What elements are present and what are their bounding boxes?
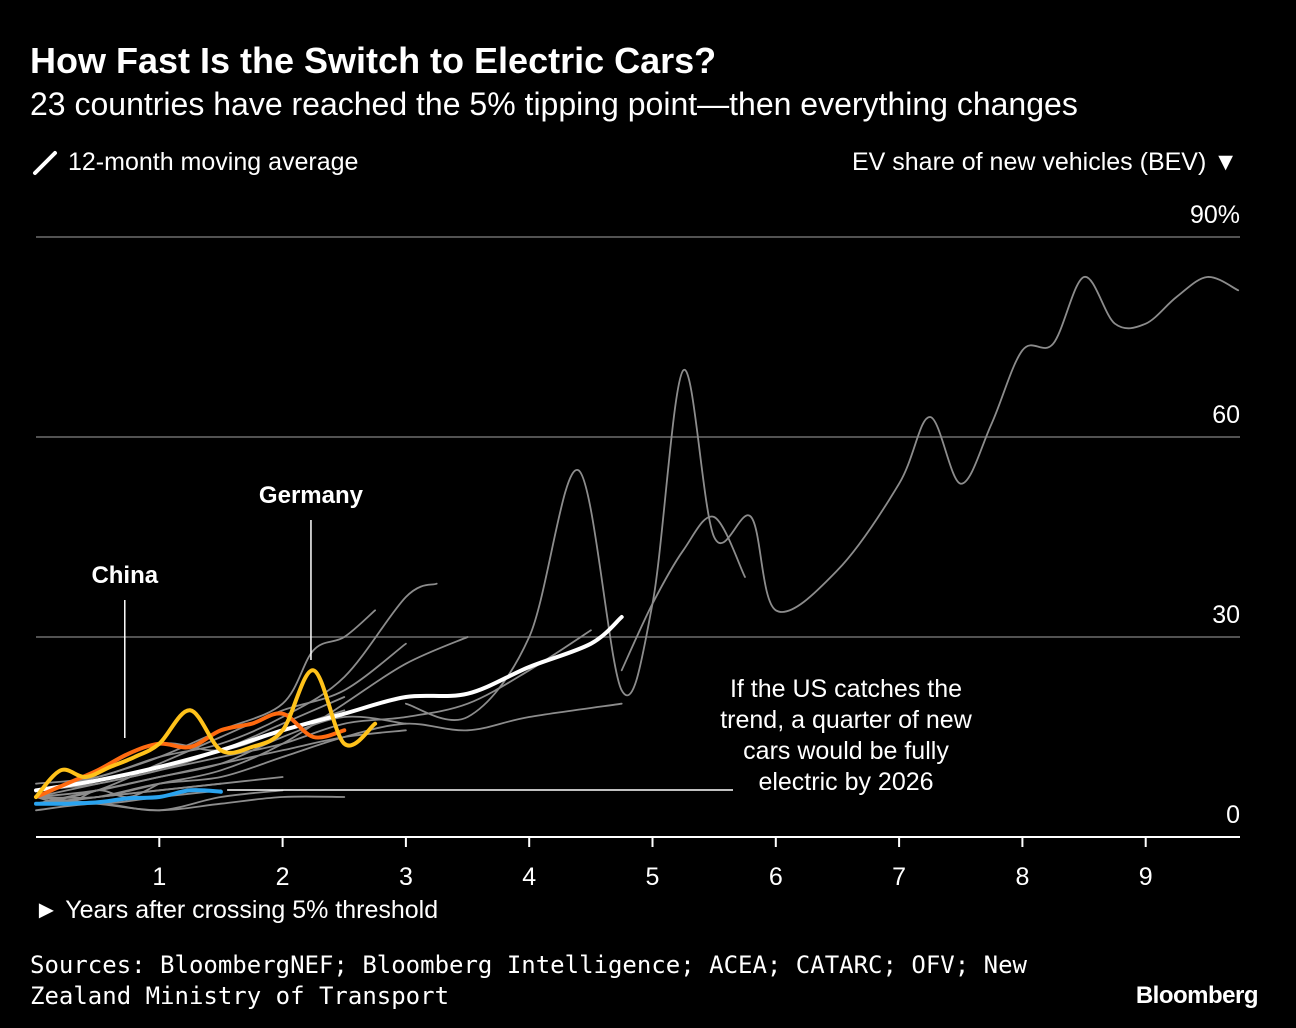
us-note-line: If the US catches the	[730, 675, 962, 703]
x-axis: 1 2 3 4 5 6 7 8 9	[36, 836, 1240, 891]
chart-subtitle: 23 countries have reached the 5% tipping…	[30, 86, 1078, 122]
x-tick-label: 9	[1139, 863, 1153, 891]
chart-title: How Fast Is the Switch to Electric Cars?	[30, 40, 717, 81]
moving-average-legend: 12-month moving average	[32, 148, 358, 177]
x-tick-label: 7	[892, 863, 906, 891]
germany-line	[34, 668, 378, 799]
x-tick-label: 5	[646, 863, 660, 891]
y-tick-label: 60	[1212, 401, 1240, 429]
x-tick-label: 6	[769, 863, 783, 891]
x-tick-label: 2	[276, 863, 290, 891]
country-line	[35, 702, 623, 805]
germany-label: Germany	[259, 482, 364, 509]
highlight-lines	[34, 615, 624, 806]
bloomberg-logo: Bloomberg	[1135, 982, 1259, 1009]
average-line	[34, 615, 624, 793]
country-line	[35, 729, 407, 798]
us-line	[34, 788, 223, 806]
us-note-line: cars would be fully	[743, 737, 949, 765]
y-tick-label: 0	[1226, 801, 1240, 829]
country-line	[405, 276, 1240, 721]
x-tick-label: 3	[399, 863, 413, 891]
china-label: China	[91, 562, 158, 589]
sources-note: Sources: BloombergNEF; Bloomberg Intelli…	[30, 951, 1027, 1010]
x-axis-label: ► Years after crossing 5% threshold	[34, 896, 439, 924]
y-tick-label: 30	[1212, 601, 1240, 629]
y-tick-label: 90%	[1190, 201, 1240, 229]
us-note-line: electric by 2026	[758, 768, 933, 796]
gridlines: 0 30 60 90%	[36, 201, 1240, 829]
slash-line-icon	[32, 150, 58, 176]
country-line	[35, 782, 222, 805]
annotations: China Germany If the US catches the trend, …	[91, 482, 972, 796]
chart-plot: 0 30 60 90% 1 2 3 4 5 6 7 8 9 China Germany If the US…	[34, 201, 1240, 891]
country-line	[35, 609, 376, 792]
moving-average-label: 12-month moving average	[68, 148, 359, 176]
us-note-line: trend, a quarter of new	[720, 706, 972, 734]
x-tick-label: 4	[522, 863, 536, 891]
x-tick-label: 8	[1015, 863, 1029, 891]
x-tick-label: 1	[152, 863, 166, 891]
y-axis-label: EV share of new vehicles (BEV) ▼	[851, 148, 1238, 176]
country-line	[620, 515, 746, 672]
